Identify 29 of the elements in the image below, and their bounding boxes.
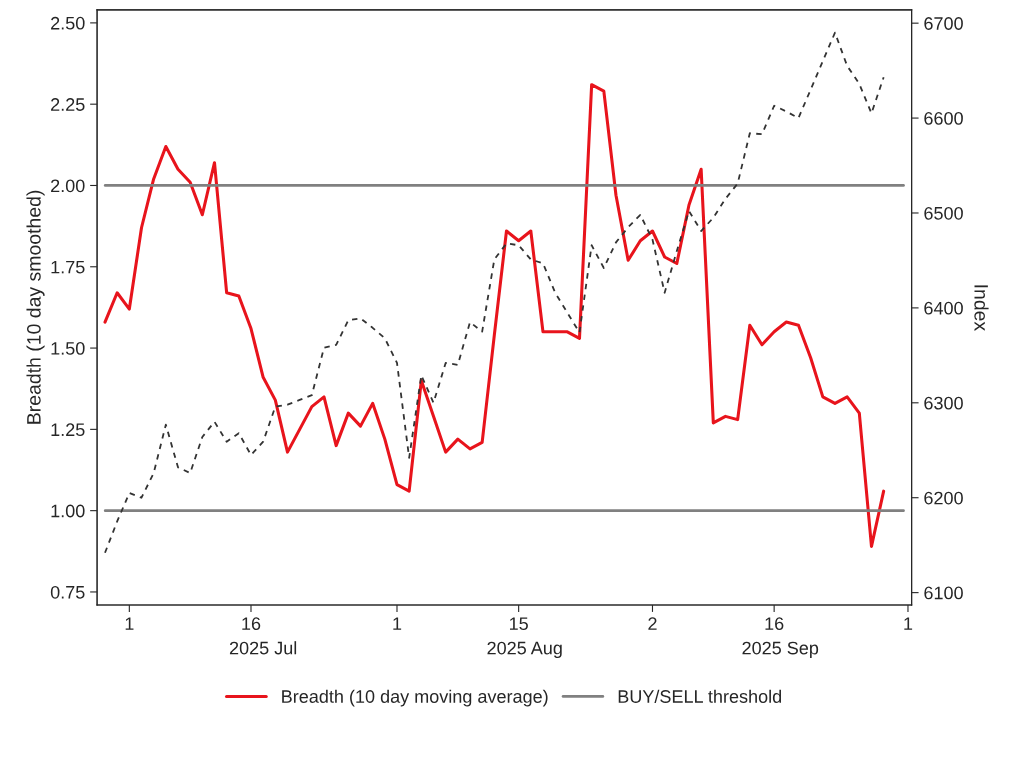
- y2-axis-title: Index: [974, 285, 989, 331]
- legend-label: Breadth (10 day moving average): [282, 689, 548, 707]
- y2-tick-label: 6200: [924, 491, 963, 505]
- y-tick-label: 1.75: [51, 260, 85, 274]
- x-tick-label: 16: [765, 617, 784, 631]
- y-tick-label: 0.75: [50, 585, 85, 599]
- y-axis-title: Breadth (10 day smoothed): [26, 190, 45, 424]
- text: 2025 Jul: [229, 641, 297, 655]
- y2-tick-label: 6500: [924, 206, 963, 220]
- x-tick-label: 2: [648, 617, 657, 630]
- y2-tick-label: 6700: [924, 17, 963, 30]
- x-tick-label: 1: [393, 617, 402, 630]
- x-tick-label: 15: [509, 617, 528, 631]
- y2-tick-label: 6100: [924, 586, 963, 600]
- y-tick-label: 2.00: [51, 179, 85, 193]
- y-tick-label: 1.00: [51, 504, 85, 518]
- y-tick-label: 1.50: [51, 342, 85, 355]
- x-tick-label: 1: [904, 617, 913, 630]
- y2-tick-label: 6600: [924, 112, 963, 125]
- y-tick-label: 1.25: [51, 423, 85, 437]
- text: 2025 Aug: [487, 641, 562, 659]
- legend-label: BUY/SELL threshold: [618, 689, 782, 703]
- y2-tick-label: 6300: [924, 396, 963, 410]
- x-tick-label: 1: [125, 617, 134, 630]
- y-tick-label: 2.25: [51, 98, 85, 111]
- y2-tick-label: 6400: [924, 301, 963, 315]
- y-tick-label: 2.50: [51, 16, 85, 30]
- text: 2025 Sep: [742, 641, 819, 659]
- x-tick-label: 16: [242, 617, 261, 631]
